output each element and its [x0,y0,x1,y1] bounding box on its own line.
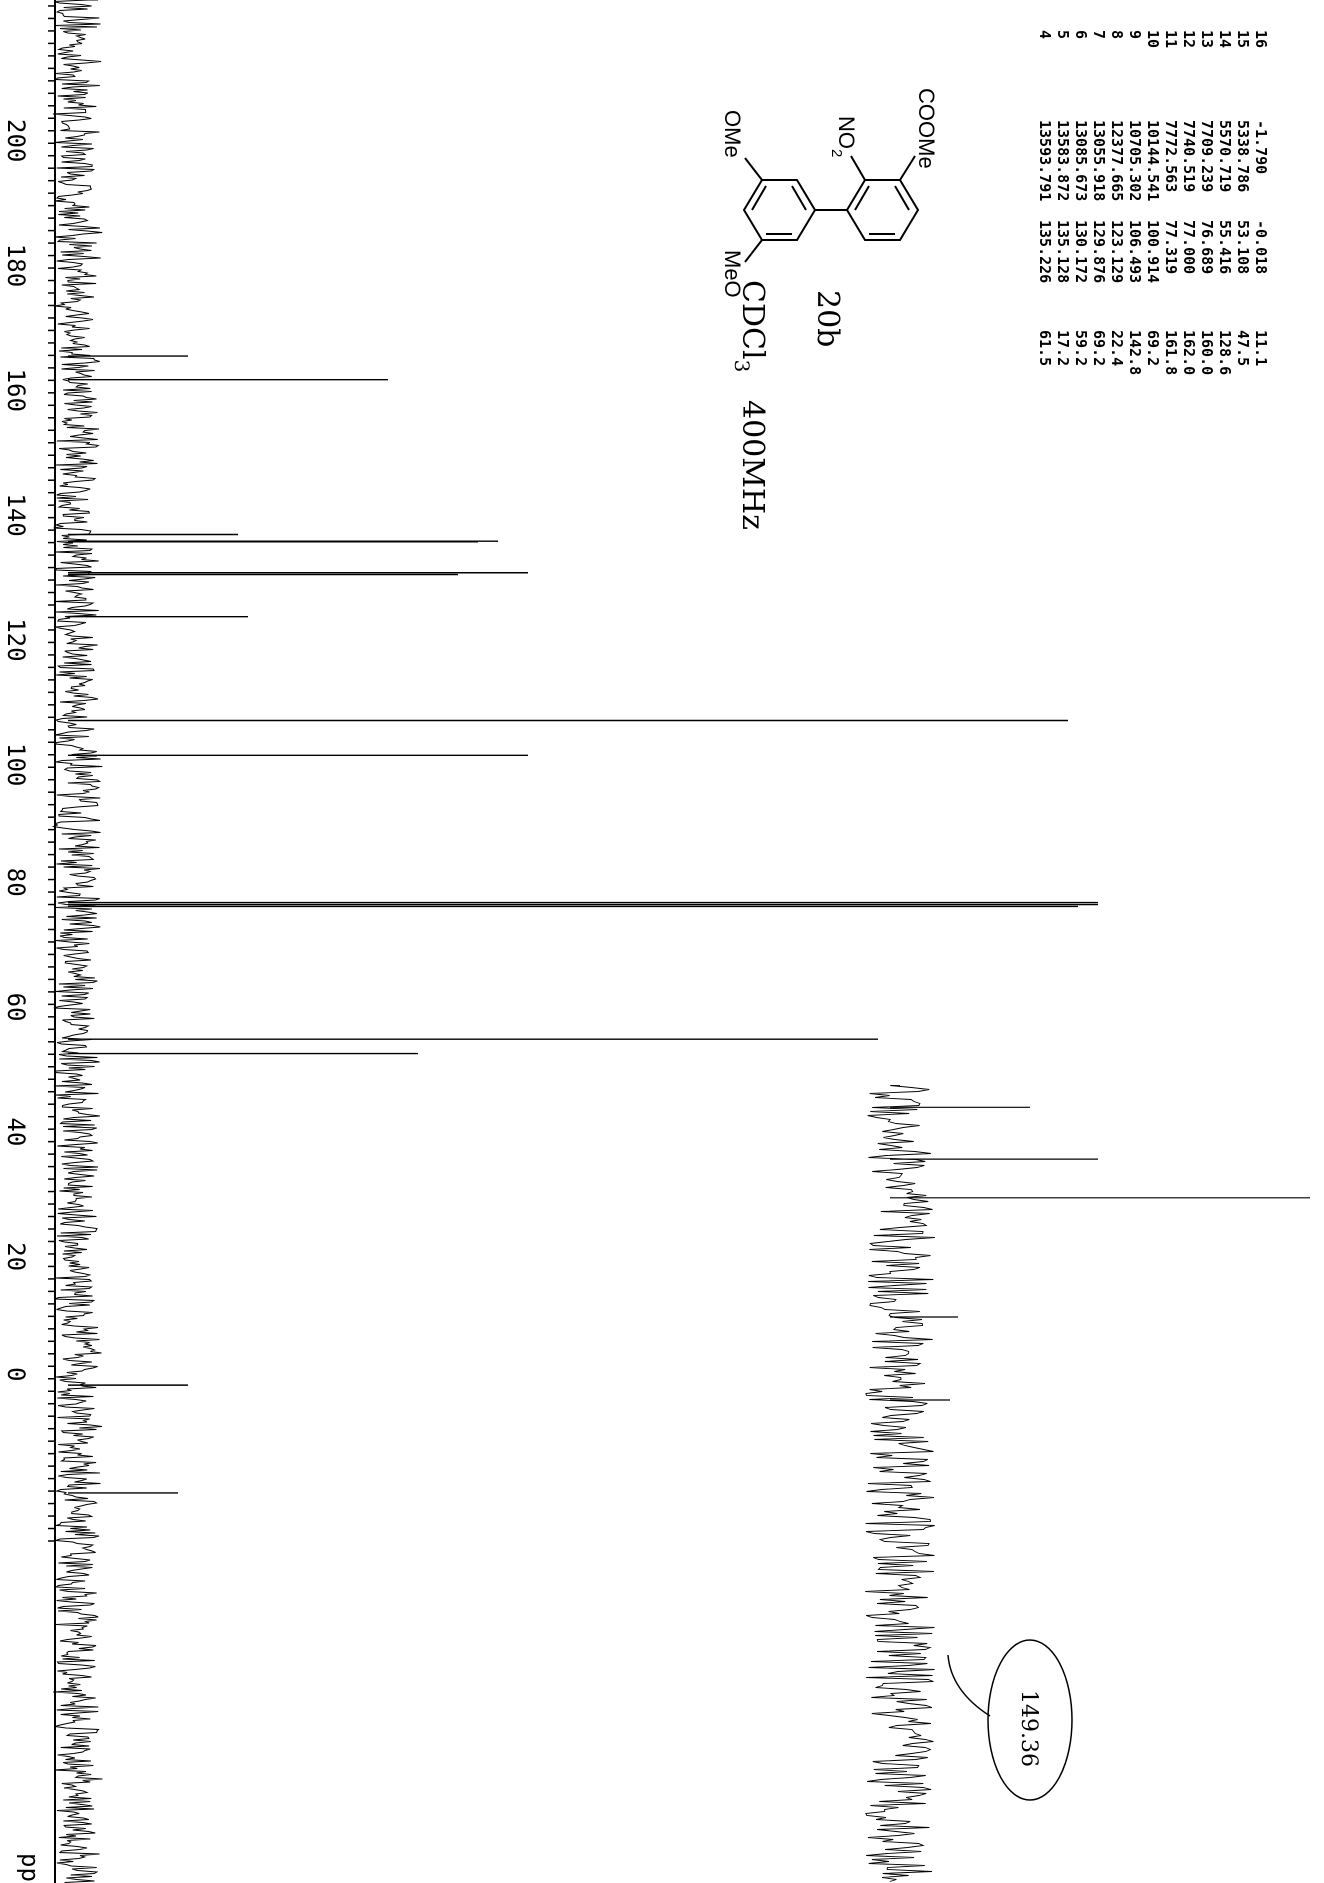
handwritten-notes: 20b CDCl3 400MHz [730,280,845,530]
methoxy-bond-right [744,157,763,181]
inset-expansion [865,1085,1310,1882]
peak-table-cell-ppm: 135.128 [1054,220,1072,283]
noise-trace [51,0,103,1883]
tick-label: 80 [2,868,30,897]
tick-label: 180 [2,244,30,287]
baseline-noise [51,0,103,1883]
peak-table-cell-height: 161.8 [1162,330,1180,375]
peak-table-cell-index: 9 [1126,30,1144,39]
tick-label: 120 [2,618,30,661]
peak-table-cell-hz: 13085.673 [1072,120,1090,201]
peak-table-cell-ppm: 100.914 [1144,220,1162,283]
peak-table-cell-hz: 5570.719 [1216,120,1234,192]
peak-table-cell-hz: 7772.563 [1162,120,1180,192]
methoxy-bond-left [744,239,763,263]
methoxy-right-label: OMe [720,110,745,158]
peak-table-cell-height: 69.2 [1144,330,1162,366]
peak-lines [68,355,1098,1494]
peak-table-cell-hz: 7740.519 [1180,120,1198,192]
peak-table-cell-ppm: 106.493 [1126,220,1144,283]
peak-table-cell-height: 59.2 [1072,330,1090,366]
tick-label: 160 [2,369,30,412]
peak-table-cell-ppm: 77.000 [1180,220,1198,274]
tick-label: 20 [2,1242,30,1271]
peak-table-cell-height: 61.5 [1036,330,1054,366]
peak-table-cell-ppm: 129.876 [1090,220,1108,283]
peak-table-cell-hz: 10705.302 [1126,120,1144,201]
peak-table-cell-index: 4 [1036,30,1054,39]
peak-table-cell-index: 16 [1252,30,1270,48]
peak-table-cell-hz: 13593.791 [1036,120,1054,201]
peak-table-cell-index: 14 [1216,30,1234,48]
circled-value-outline [987,1639,1073,1801]
peak-table-cell-ppm: 123.129 [1108,220,1126,283]
tick-label: 60 [2,993,30,1022]
annotation-arrow [947,1654,991,1717]
axis-unit-label: ppm [16,1853,44,1883]
peak-table-cell-hz: 13583.872 [1054,120,1072,201]
peak-table-cell-height: 47.5 [1234,330,1252,366]
nitro-bond [850,155,866,181]
solvent-label: CDCl3 [730,280,770,372]
peak-table-cell-height: 128.6 [1216,330,1234,375]
peak-table-cell-hz: 7709.239 [1198,120,1216,192]
tick-label: 0 [2,1367,30,1381]
peak-table-cell-ppm: 77.319 [1162,220,1180,274]
peak-table-cell-ppm: 55.416 [1216,220,1234,274]
peak-table-cell-height: 160.0 [1198,330,1216,375]
peak-table-cell-ppm: -0.018 [1252,220,1270,274]
methoxy-left-label: MeO [720,250,745,298]
ring-double-bond [791,185,807,211]
peak-table-cell-index: 6 [1072,30,1090,39]
molecule-structure: COOMe NO2 OMe MeO [720,88,939,298]
peak-table-cell-index: 7 [1090,30,1108,39]
peak-table-cell-height: 162.0 [1180,330,1198,375]
peak-table-cell-ppm: 53.108 [1234,220,1252,274]
tick-label: 40 [2,1117,30,1146]
compound-id: 20b [810,290,845,347]
peak-table-cell-hz: -1.790 [1252,120,1270,174]
frequency-label: 400MHz [735,400,770,530]
ring-double-bond [854,185,870,211]
peak-table-cell-hz: 13055.918 [1090,120,1108,201]
peak-table: 4 13593.791 135.226 61.5 5 13583.872 135.128 17… [1036,30,1270,375]
peak-table-cell-hz: 10144.541 [1144,120,1162,201]
ring-double-bond [751,185,767,211]
tick-label: 100 [2,743,30,786]
peak-table-cell-index: 5 [1054,30,1072,39]
peak-table-cell-index: 11 [1162,30,1180,48]
peak-table-cell-height: 142.8 [1126,330,1144,375]
peak-table-cell-height: 17.2 [1054,330,1072,366]
peak-table-cell-index: 12 [1180,30,1198,48]
peak-table-cell-height: 69.2 [1090,330,1108,366]
peak-table-cell-ppm: 130.172 [1072,220,1090,283]
peak-table-cell-index: 8 [1108,30,1126,39]
inset-noise-trace [865,1085,935,1882]
peak-table-cell-ppm: 135.226 [1036,220,1054,283]
tick-label: 200 [2,119,30,162]
peak-table-cell-hz: 12377.665 [1108,120,1126,201]
nitro-label: NO2 [828,116,859,157]
ester-bond [899,155,916,181]
peak-table-cell-height: 11.1 [1252,330,1270,366]
ring-double-bond [894,185,910,211]
tick-label: 140 [2,493,30,536]
peak-table-cell-height: 22.4 [1108,330,1126,366]
peak-table-cell-index: 15 [1234,30,1252,48]
peak-table-cell-ppm: 76.689 [1198,220,1216,274]
peak-table-cell-hz: 5338.786 [1234,120,1252,192]
peak-table-cell-index: 13 [1198,30,1216,48]
ester-label: COOMe [914,88,939,169]
circled-value: 149.36 [1016,1690,1041,1767]
peak-table-cell-index: 10 [1144,30,1162,48]
